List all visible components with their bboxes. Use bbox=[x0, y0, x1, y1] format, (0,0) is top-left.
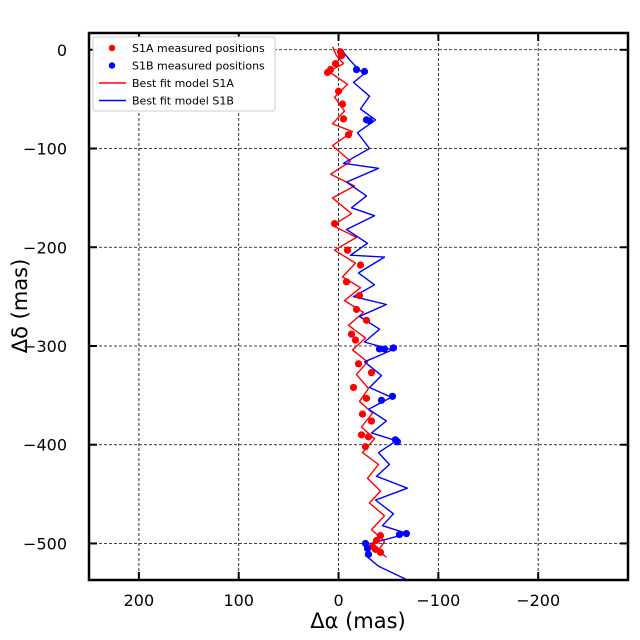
s1a-measured-positions-point bbox=[355, 292, 364, 300]
s1a-measured-positions-point bbox=[362, 316, 371, 324]
s1a-measured-positions-point bbox=[356, 261, 365, 269]
x-tick-label: 100 bbox=[223, 591, 254, 610]
y-tick-label: −200 bbox=[23, 238, 67, 257]
s1a-measured-positions-point bbox=[352, 305, 361, 314]
s1b-measured-positions-point bbox=[389, 344, 398, 352]
legend-marker-s1a-measured-positions bbox=[108, 44, 116, 52]
y-axis-label: Δδ (mas) bbox=[8, 259, 32, 354]
s1b-measured-positions-point bbox=[364, 550, 373, 558]
legend: S1A measured positions S1B measured posit… bbox=[92, 36, 276, 112]
s1a-measured-positions-point bbox=[354, 360, 363, 368]
x-tick-label: −200 bbox=[516, 591, 560, 610]
s1a-measured-positions-point bbox=[334, 87, 343, 95]
grid bbox=[89, 33, 628, 580]
legend-label-s1b-measured-positions: S1B measured positions bbox=[132, 60, 265, 73]
s1a-measured-positions-point bbox=[364, 433, 373, 441]
s1a-measured-positions-point bbox=[347, 330, 356, 338]
s1a-measured-positions-point bbox=[339, 115, 348, 123]
s1a-measured-positions-point bbox=[338, 100, 347, 108]
y-tick-label: −300 bbox=[23, 337, 67, 356]
s1a-measured-positions-point bbox=[323, 68, 332, 77]
legend-label-s1a-measured-positions: S1A measured positions bbox=[132, 42, 265, 55]
s1a-measured-positions-point bbox=[367, 369, 376, 377]
s1a-measured-positions-point bbox=[343, 246, 352, 254]
s1a-measured-positions-point bbox=[372, 536, 381, 545]
s1b-measured-positions-point bbox=[377, 396, 386, 404]
s1b-measured-positions-point bbox=[395, 530, 404, 539]
s1a-measured-positions-point bbox=[330, 219, 339, 228]
y-tick-label: −500 bbox=[23, 534, 67, 553]
s1a-measured-positions-point bbox=[376, 531, 385, 540]
s1b-measured-positions-point bbox=[352, 65, 361, 74]
best-fit-model-s1b-line bbox=[340, 49, 409, 581]
plot-area bbox=[323, 46, 411, 581]
x-axis-label: Δα (mas) bbox=[310, 609, 406, 633]
y-tick-label: 0 bbox=[57, 41, 67, 60]
s1b-measured-positions-point bbox=[375, 345, 384, 353]
s1a-measured-positions-point bbox=[361, 443, 370, 451]
s1a-measured-positions-point bbox=[337, 52, 346, 60]
s1a-measured-positions-point bbox=[344, 131, 353, 139]
best-fit-model-s1a-line bbox=[327, 46, 387, 558]
s1a-measured-positions-point bbox=[349, 383, 358, 392]
s1b-measured-positions-point bbox=[365, 117, 374, 125]
s1a-measured-positions-point bbox=[367, 417, 376, 425]
axis-ticks: 200 100 0 −100 −200 0 −100 −200 −300 −400 −500 bbox=[23, 33, 628, 610]
x-tick-label: 200 bbox=[124, 591, 155, 610]
legend-label-best-fit-model-s1a: Best fit model S1A bbox=[132, 77, 234, 90]
legend-box bbox=[92, 36, 276, 112]
s1a-measured-positions-point bbox=[331, 60, 340, 68]
y-tick-label: −400 bbox=[23, 436, 67, 455]
x-tick-label: −100 bbox=[416, 591, 460, 610]
s1a-measured-positions-point bbox=[342, 278, 351, 286]
s1a-measured-positions-point bbox=[358, 410, 367, 418]
plot-frame bbox=[87, 31, 630, 582]
s1b-measured-positions-point bbox=[402, 529, 411, 538]
s1b-measured-positions-point bbox=[363, 544, 372, 553]
s1a-measured-positions-point bbox=[376, 548, 385, 556]
legend-label-best-fit-model-s1b: Best fit model S1B bbox=[132, 95, 234, 108]
s1a-measured-positions-point bbox=[357, 431, 366, 439]
s1b-measured-positions-point bbox=[360, 67, 369, 76]
s1b-measured-positions-point bbox=[388, 392, 397, 400]
x-tick-label: 0 bbox=[333, 591, 343, 610]
s1b-measured-positions-point bbox=[393, 438, 402, 446]
legend-marker-s1b-measured-positions bbox=[108, 62, 116, 69]
s1b-measured-positions-point bbox=[380, 345, 389, 353]
s1a-measured-positions-point bbox=[362, 394, 371, 402]
y-tick-label: −100 bbox=[23, 140, 67, 159]
s1a-measured-positions-point bbox=[351, 336, 360, 344]
